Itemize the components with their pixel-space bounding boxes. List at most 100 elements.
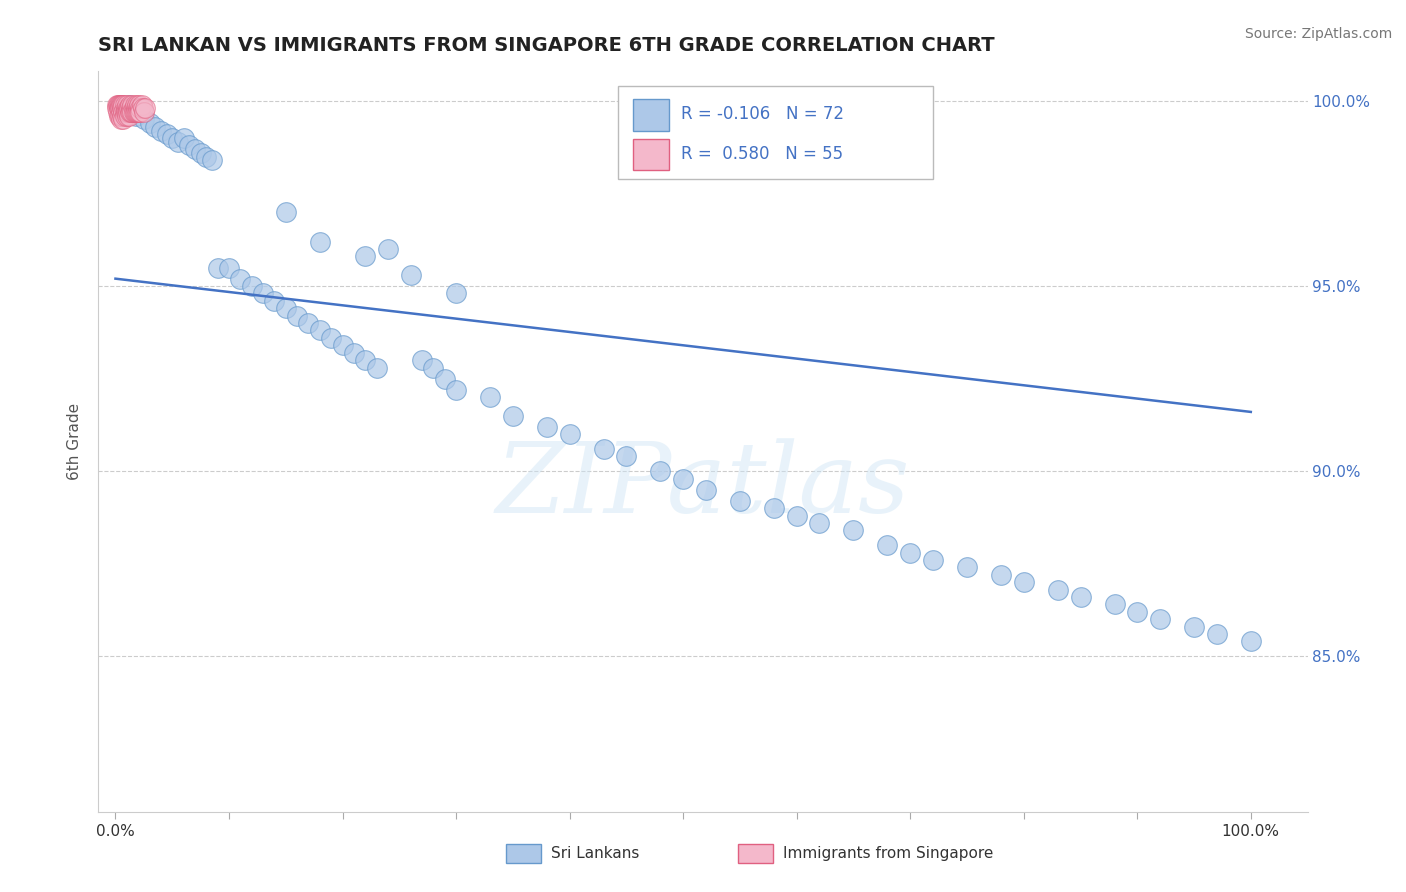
Point xyxy=(695,483,717,497)
Point xyxy=(179,138,201,153)
Point xyxy=(240,279,263,293)
Point xyxy=(120,102,142,116)
Point xyxy=(138,116,160,130)
Text: R = -0.106   N = 72: R = -0.106 N = 72 xyxy=(682,105,844,123)
Point xyxy=(354,353,377,368)
Point xyxy=(411,353,433,368)
Text: SRI LANKAN VS IMMIGRANTS FROM SINGAPORE 6TH GRADE CORRELATION CHART: SRI LANKAN VS IMMIGRANTS FROM SINGAPORE … xyxy=(98,36,995,54)
Point xyxy=(105,102,128,116)
Point xyxy=(184,142,207,156)
Point xyxy=(108,97,131,112)
Point xyxy=(160,131,183,145)
Point xyxy=(786,508,808,523)
Point xyxy=(131,102,153,116)
Point xyxy=(114,97,136,112)
Point xyxy=(120,105,142,120)
Point xyxy=(128,97,150,112)
Point xyxy=(1126,605,1149,619)
Point xyxy=(115,109,138,123)
Point xyxy=(201,153,224,168)
Point xyxy=(592,442,614,456)
Point xyxy=(422,360,444,375)
Point xyxy=(111,97,134,112)
Point xyxy=(1240,634,1263,648)
Point xyxy=(118,102,141,116)
Point xyxy=(110,105,132,120)
Point xyxy=(125,105,148,120)
Point xyxy=(127,102,149,116)
Point xyxy=(444,286,467,301)
Point xyxy=(1182,620,1205,634)
Y-axis label: 6th Grade: 6th Grade xyxy=(67,403,83,480)
Point xyxy=(173,131,195,145)
Point xyxy=(399,268,422,282)
Point xyxy=(115,97,138,112)
Point xyxy=(112,112,135,127)
Point xyxy=(125,97,148,112)
Point xyxy=(117,105,139,120)
Text: Immigrants from Singapore: Immigrants from Singapore xyxy=(783,847,994,861)
Point xyxy=(366,360,388,375)
Point xyxy=(558,427,581,442)
Point xyxy=(124,97,146,112)
Point xyxy=(131,97,153,112)
Point xyxy=(898,546,921,560)
Point xyxy=(650,464,672,478)
Point xyxy=(377,242,399,256)
Point xyxy=(808,516,831,530)
Point xyxy=(207,260,229,275)
Point xyxy=(332,338,354,352)
Point xyxy=(728,493,751,508)
Point xyxy=(354,250,377,264)
Point xyxy=(111,109,134,123)
Text: Source: ZipAtlas.com: Source: ZipAtlas.com xyxy=(1244,27,1392,41)
Point xyxy=(114,105,136,120)
Point xyxy=(876,538,898,552)
Point xyxy=(229,271,252,285)
Point xyxy=(107,97,129,112)
Point xyxy=(110,112,132,127)
Point xyxy=(274,205,297,219)
Point xyxy=(122,102,145,116)
Point xyxy=(285,309,308,323)
Point xyxy=(297,316,319,330)
Point xyxy=(190,145,212,160)
FancyBboxPatch shape xyxy=(633,100,669,130)
Point xyxy=(143,120,166,134)
Point xyxy=(502,409,524,423)
Point xyxy=(121,105,143,120)
Point xyxy=(263,293,285,308)
Point xyxy=(149,123,172,137)
Point xyxy=(112,105,135,120)
Point xyxy=(252,286,274,301)
Point xyxy=(108,102,131,116)
Point xyxy=(433,371,456,385)
Point xyxy=(308,324,330,338)
Point xyxy=(108,109,131,123)
Point xyxy=(1104,598,1126,612)
Point xyxy=(110,97,132,112)
Point xyxy=(922,553,945,567)
Point xyxy=(132,112,155,127)
Point xyxy=(110,97,132,112)
Point xyxy=(274,301,297,316)
Point xyxy=(124,105,146,120)
Point xyxy=(672,472,695,486)
Point xyxy=(195,149,218,163)
Point xyxy=(108,97,131,112)
Point xyxy=(121,105,143,120)
Point xyxy=(1012,575,1035,590)
Point xyxy=(117,102,139,116)
Point xyxy=(321,331,343,345)
Point xyxy=(129,105,152,120)
Point xyxy=(134,102,156,116)
Point xyxy=(343,345,366,359)
Text: R =  0.580   N = 55: R = 0.580 N = 55 xyxy=(682,145,844,163)
Point xyxy=(444,383,467,397)
Point xyxy=(121,97,143,112)
Point xyxy=(118,109,141,123)
Point xyxy=(120,105,142,120)
Point xyxy=(122,105,145,120)
Point xyxy=(114,102,136,116)
Point xyxy=(479,390,502,404)
